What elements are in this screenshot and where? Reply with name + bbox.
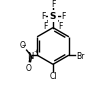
Text: F: F: [41, 12, 45, 21]
Text: −: −: [21, 42, 26, 47]
Text: F: F: [61, 12, 65, 21]
Text: F: F: [59, 22, 63, 31]
Text: S: S: [50, 12, 56, 21]
Text: Br: Br: [76, 51, 84, 60]
Text: O: O: [20, 41, 26, 50]
Text: +: +: [33, 48, 38, 53]
Text: N: N: [28, 51, 34, 60]
Text: Cl: Cl: [49, 72, 57, 81]
Text: O: O: [26, 63, 32, 72]
Text: F: F: [51, 0, 55, 9]
Text: F: F: [43, 22, 47, 31]
